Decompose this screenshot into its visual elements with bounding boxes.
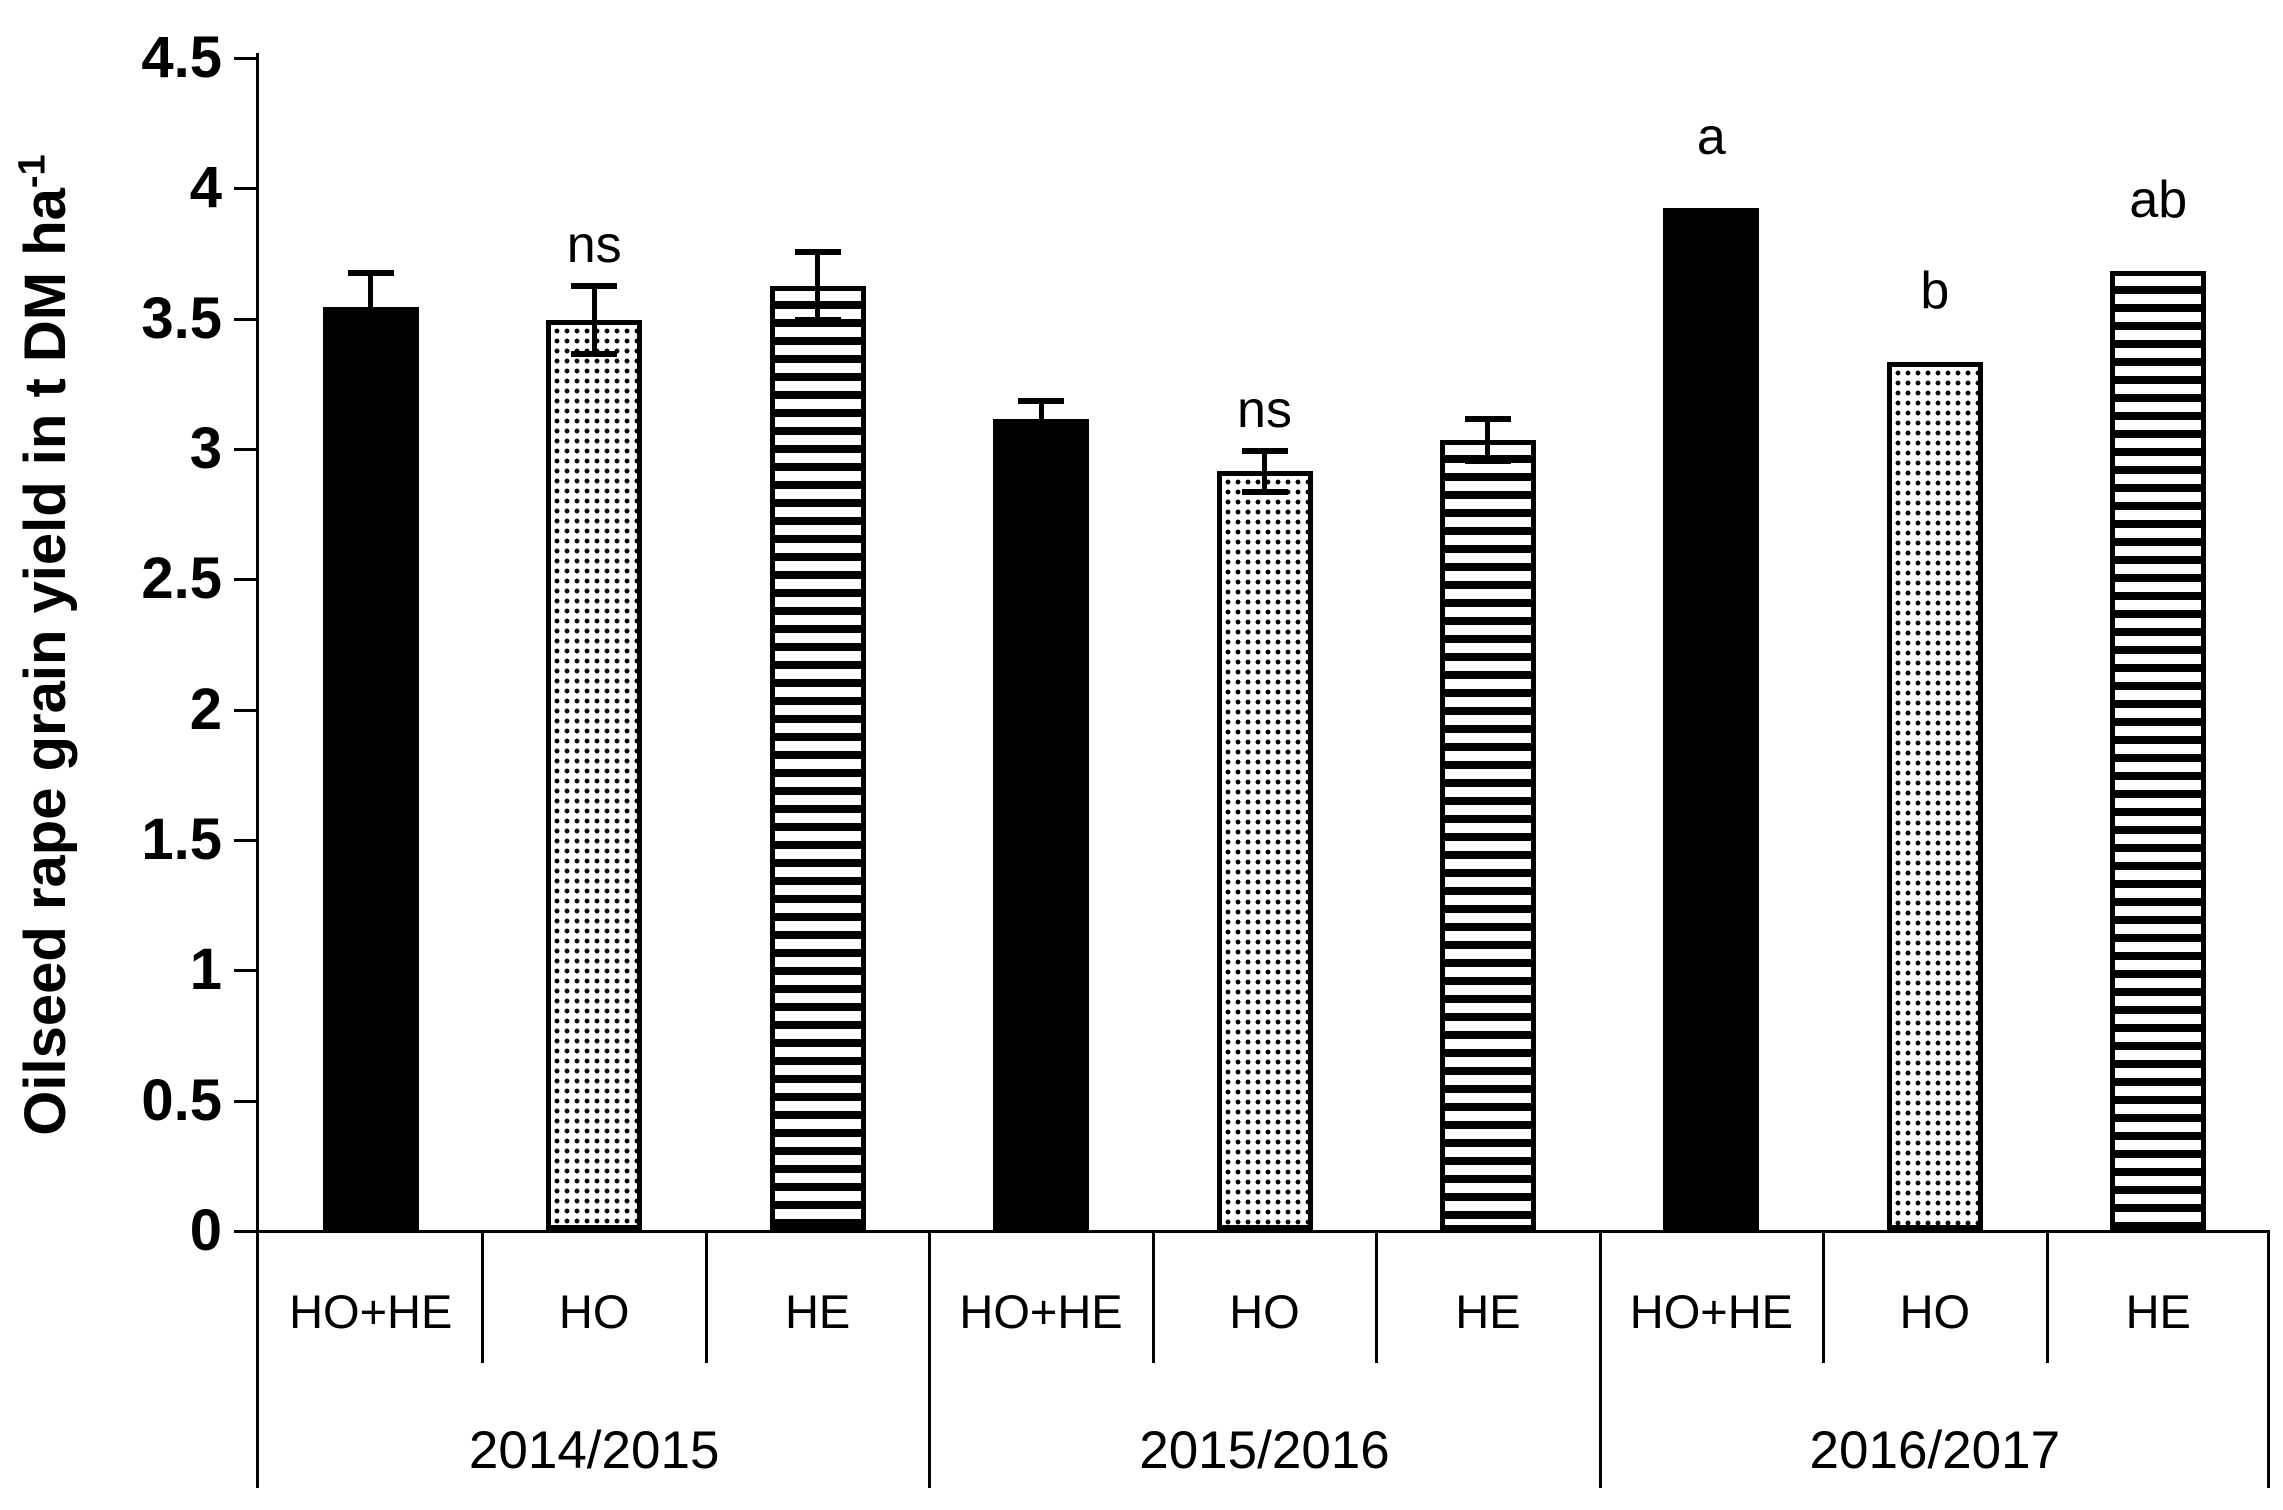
treatment-separator [1822,1230,1826,1363]
bar-2016-2017-ho [1886,361,1983,1230]
year-label-2014-2015: 2014/2015 [468,1421,720,1480]
year-label-2016-2017: 2016/2017 [1809,1421,2061,1480]
treatment-label-he: HE [1455,1285,1521,1338]
error-bar-line [1038,400,1044,438]
error-bar-line [368,273,374,341]
significance-label: ns [566,216,622,275]
error-bar-cap-top [1464,416,1511,423]
treatment-label-ho: HO [1899,1285,1971,1338]
y-tick-label: 4.5 [141,24,222,90]
y-tick [234,1230,256,1233]
y-tick [234,578,256,582]
y-tick [234,56,256,60]
y-tick [234,708,256,712]
significance-label: ns [1237,380,1292,439]
bar-2014-2015-he [769,286,866,1230]
y-tick-label: 3.5 [141,285,222,351]
error-bar-cap-bottom [1241,489,1288,496]
treatment-separator [481,1230,485,1363]
bar-2016-2017-ho+he [1663,208,1760,1230]
bar-2015-2016-he [1439,440,1536,1230]
x-axis-line [256,1230,2270,1233]
error-bar-line [1262,450,1267,493]
error-bar-line [591,286,597,355]
treatment-separator [1151,1230,1155,1363]
bar-2014-2015-ho [546,320,643,1230]
bar-2015-2016-ho [1216,471,1313,1230]
error-bar-cap-bottom [1464,457,1511,464]
y-tick [234,838,256,842]
error-bar-cap-bottom [571,351,618,358]
y-axis-title-superscript: -1 [11,154,54,189]
treatment-label-ho+he: HO+HE [959,1285,1123,1338]
error-bar-cap-top [1241,447,1288,454]
error-bar-cap-top [571,283,618,290]
bar-2014-2015-ho+he [322,307,419,1230]
y-tick [234,447,256,451]
error-bar-cap-top [1018,397,1065,404]
y-tick-label: 3 [189,415,222,481]
treatment-label-he: HE [2125,1285,2191,1338]
y-tick-label: 0 [189,1198,222,1263]
bar-2016-2017-he [2110,270,2207,1230]
year-separator [1598,1230,1602,1488]
y-tick [234,187,256,191]
error-bar-line [1485,419,1491,461]
year-separator [928,1230,932,1488]
significance-label: b [1920,261,1950,320]
treatment-separator [2045,1230,2049,1363]
bar-2015-2016-ho+he [993,419,1090,1230]
error-bar-line [815,252,821,321]
treatment-label-ho: HO [558,1285,630,1338]
y-tick-label: 1.5 [141,806,222,872]
treatment-label-he: HE [784,1285,851,1338]
y-tick [234,1099,256,1103]
y-tick-label: 4 [189,155,222,221]
year-label-2015-2016: 2015/2016 [1139,1421,1390,1480]
y-tick-label: 2.5 [141,546,222,612]
y-tick-label: 1 [189,937,222,1003]
y-tick-label: 0.5 [141,1067,222,1133]
treatment-label-ho+he: HO+HE [289,1285,453,1338]
y-tick-label: 2 [189,676,222,742]
significance-label: a [1696,108,1726,167]
treatment-label-ho+he: HO+HE [1629,1285,1793,1338]
y-tick [234,969,256,973]
error-bar-cap-bottom [1018,434,1065,441]
y-axis-line [256,53,259,1488]
treatment-separator [1375,1230,1379,1363]
treatment-separator [704,1230,708,1363]
treatment-label-ho: HO [1229,1285,1300,1338]
axis-right-boundary-line [2267,1230,2270,1488]
significance-label: ab [2129,170,2188,229]
error-bar-cap-bottom [794,317,841,324]
error-bar-cap-bottom [347,338,394,344]
error-bar-cap-top [794,249,841,256]
error-bar-cap-top [347,270,394,277]
y-tick [234,317,256,321]
